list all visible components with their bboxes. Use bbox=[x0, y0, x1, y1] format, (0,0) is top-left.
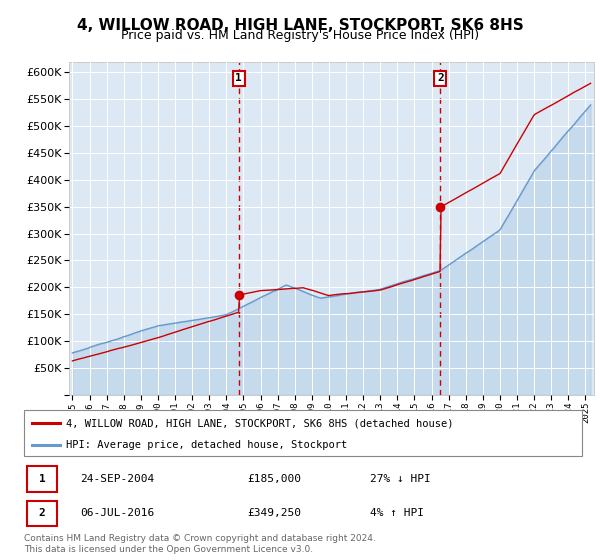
Bar bbox=[27, 501, 58, 526]
Bar bbox=[27, 466, 58, 492]
Text: 4, WILLOW ROAD, HIGH LANE, STOCKPORT, SK6 8HS: 4, WILLOW ROAD, HIGH LANE, STOCKPORT, SK… bbox=[77, 18, 523, 33]
Text: HPI: Average price, detached house, Stockport: HPI: Average price, detached house, Stoc… bbox=[66, 440, 347, 450]
Text: Contains HM Land Registry data © Crown copyright and database right 2024.
This d: Contains HM Land Registry data © Crown c… bbox=[24, 534, 376, 554]
Text: 4% ↑ HPI: 4% ↑ HPI bbox=[370, 508, 424, 519]
Text: 4, WILLOW ROAD, HIGH LANE, STOCKPORT, SK6 8HS (detached house): 4, WILLOW ROAD, HIGH LANE, STOCKPORT, SK… bbox=[66, 418, 454, 428]
Text: 1: 1 bbox=[39, 474, 46, 484]
Text: Price paid vs. HM Land Registry's House Price Index (HPI): Price paid vs. HM Land Registry's House … bbox=[121, 29, 479, 42]
Text: 1: 1 bbox=[235, 73, 242, 83]
Text: 2: 2 bbox=[39, 508, 46, 519]
Text: £185,000: £185,000 bbox=[247, 474, 301, 484]
Text: 2: 2 bbox=[437, 73, 443, 83]
Text: 27% ↓ HPI: 27% ↓ HPI bbox=[370, 474, 431, 484]
Text: 24-SEP-2004: 24-SEP-2004 bbox=[80, 474, 154, 484]
Text: 06-JUL-2016: 06-JUL-2016 bbox=[80, 508, 154, 519]
Text: £349,250: £349,250 bbox=[247, 508, 301, 519]
